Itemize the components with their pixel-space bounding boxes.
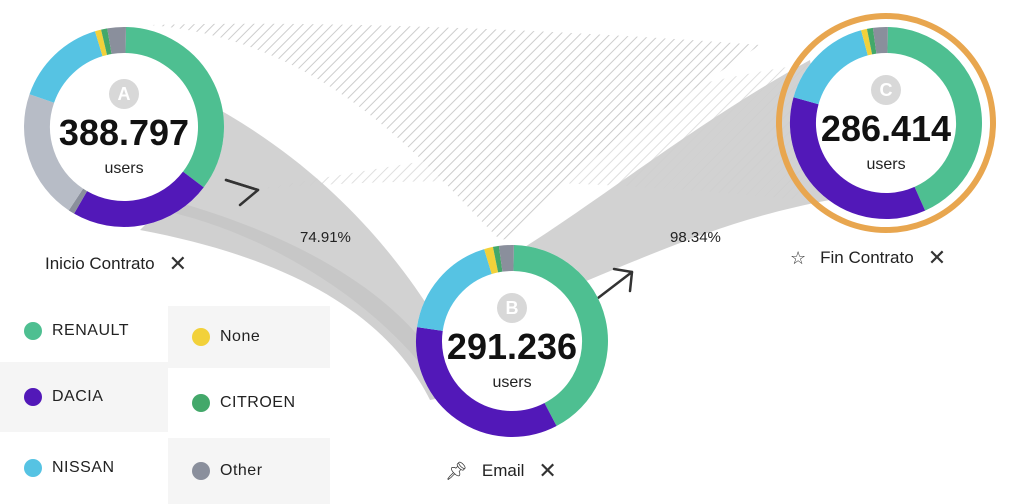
legend-item-citroen[interactable]: CITROEN: [168, 368, 330, 438]
arrow-right-icon: [224, 178, 260, 207]
user-unit: users: [866, 156, 905, 173]
donut-segment-citroen[interactable]: [492, 245, 503, 273]
donut-node-a[interactable]: A 388.797 users: [24, 27, 224, 227]
donut-segment-citroen[interactable]: [866, 27, 877, 55]
node-label-b: 📌︎ Email ✕: [445, 460, 557, 482]
donut-center: [51, 54, 197, 200]
node-label-a: Inicio Contrato ✕: [45, 253, 187, 275]
donut-segment-citroen[interactable]: [101, 28, 112, 55]
donut-segment-none[interactable]: [95, 29, 108, 57]
donut-center: [817, 54, 955, 192]
close-icon[interactable]: ✕: [538, 458, 557, 483]
donut-segment-other[interactable]: [68, 188, 88, 214]
step-letter: A: [118, 84, 131, 104]
legend-dot: [192, 462, 210, 480]
node-label-c-text: Fin Contrato: [820, 248, 914, 267]
selected-ring: [776, 13, 996, 233]
flow-a-to-b-lower: [140, 200, 455, 400]
dropoff-hatch-a-to-b: [150, 23, 760, 240]
legend-item-none[interactable]: None: [168, 306, 330, 368]
legend-dot: [24, 322, 42, 340]
pin-icon[interactable]: 📌︎: [445, 460, 468, 481]
donut-segment-renault[interactable]: [125, 27, 224, 188]
user-count: 286.414: [821, 108, 951, 149]
donut-segment-dacia[interactable]: [74, 171, 204, 227]
legend-item-other[interactable]: Other: [168, 438, 330, 504]
legend-label: Other: [220, 462, 263, 479]
user-count: 291.236: [447, 326, 577, 367]
donut-segment-dacia[interactable]: [790, 97, 926, 219]
donut-segment-none[interactable]: [861, 28, 873, 56]
user-unit: users: [492, 374, 531, 391]
legend-label: CITROEN: [220, 394, 296, 411]
donut-segment-none[interactable]: [484, 246, 499, 275]
donut-node-b[interactable]: B 291.236 users: [416, 245, 608, 437]
star-icon[interactable]: ☆: [790, 247, 807, 268]
legend-label: NISSAN: [52, 459, 115, 476]
legend-dot: [192, 328, 210, 346]
user-count: 388.797: [59, 112, 189, 153]
donut-segment-dacia[interactable]: [416, 327, 557, 437]
donut-segment-nissan[interactable]: [417, 249, 493, 332]
donut-segment-other[interactable]: [498, 245, 514, 272]
close-icon[interactable]: ✕: [927, 245, 947, 270]
node-label-b-text: Email: [481, 461, 525, 480]
donut-segment-nissan[interactable]: [29, 31, 104, 104]
step-badge: [871, 75, 901, 105]
conversion-rate-a-to-b: 74.91%: [300, 229, 351, 246]
arrow-right-icon: [596, 267, 634, 300]
step-badge: [497, 293, 527, 323]
flow-b-to-c: [520, 60, 830, 300]
donut-segment-nissan[interactable]: [793, 30, 869, 105]
node-label-c: ☆ Fin Contrato ✕: [790, 247, 946, 269]
legend-dot: [192, 394, 210, 412]
legend-item-dacia[interactable]: DACIA: [0, 362, 168, 432]
node-label-a-text: Inicio Contrato: [45, 254, 155, 273]
donut-segment-other[interactable]: [872, 27, 888, 54]
legend-item-renault[interactable]: RENAULT: [0, 300, 168, 362]
legend-item-nissan[interactable]: NISSAN: [0, 432, 168, 504]
donut-segment-other[interactable]: [107, 27, 126, 55]
user-unit: users: [104, 160, 143, 177]
donut-center: [443, 272, 581, 410]
donut-segment-renault[interactable]: [887, 27, 982, 211]
legend-label: RENAULT: [52, 322, 129, 339]
legend-dot: [24, 459, 42, 477]
legend-label: None: [220, 328, 261, 345]
legend-label: DACIA: [52, 388, 104, 405]
step-badge: [109, 79, 139, 109]
step-letter: C: [880, 80, 893, 100]
donut-segment-other_gray[interactable]: [24, 94, 84, 211]
brand-legend: RENAULT None DACIA CITROEN NISSAN Other: [0, 300, 330, 504]
legend-dot: [24, 388, 42, 406]
conversion-rate-b-to-c: 98.34%: [670, 229, 721, 246]
step-letter: B: [506, 298, 519, 318]
donut-segment-renault[interactable]: [513, 245, 608, 427]
donut-node-c[interactable]: C 286.414 users: [776, 13, 996, 233]
close-icon[interactable]: ✕: [168, 251, 188, 276]
